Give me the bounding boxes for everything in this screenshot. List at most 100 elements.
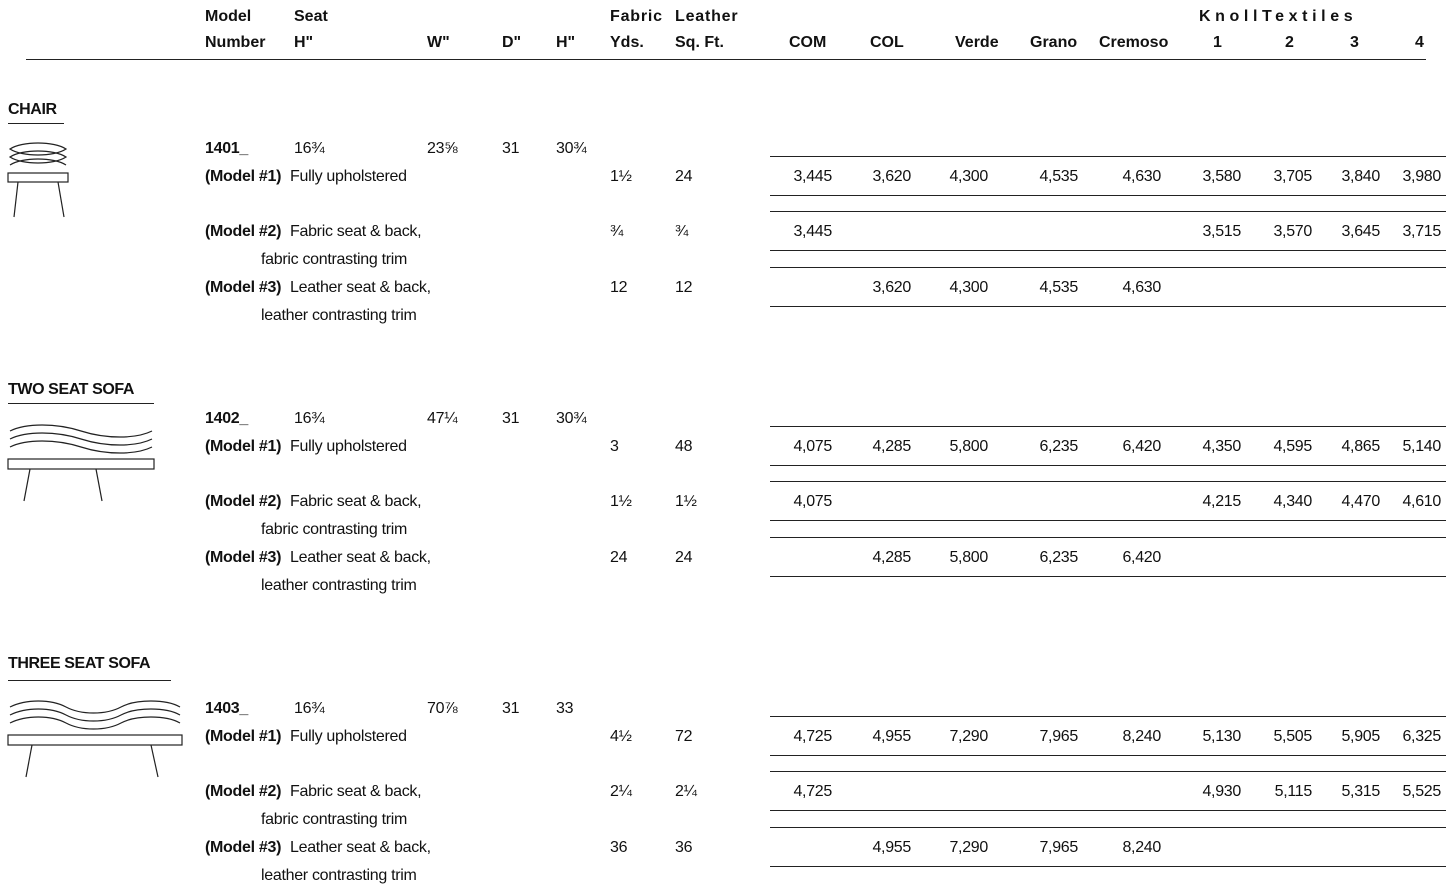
header-leather-l2: Sq. Ft. <box>675 34 724 52</box>
fabric-yards: 36 <box>610 839 627 857</box>
price-cell: 4,285 <box>872 549 911 567</box>
dim-seat-height: 16¾ <box>294 140 324 158</box>
price-cell: 6,420 <box>1122 438 1161 456</box>
header-grade-2: 2 <box>1285 34 1294 52</box>
price-cell: 6,235 <box>1039 549 1078 567</box>
fabric-yards: ¾ <box>610 223 623 241</box>
leather-sqft: 12 <box>675 279 692 297</box>
price-cell: 7,290 <box>949 728 988 746</box>
price-cell: 3,715 <box>1402 223 1441 241</box>
price-cell: 4,930 <box>1202 783 1241 801</box>
model-variant-desc: Leather seat & back, <box>290 839 431 857</box>
dim-depth: 31 <box>502 700 519 718</box>
price-cell: 4,595 <box>1273 438 1312 456</box>
model-variant-desc: Fabric seat & back, <box>290 783 421 801</box>
leather-sqft: 1½ <box>675 493 697 511</box>
row-rule-bottom <box>770 465 1446 466</box>
dim-width: 47¼ <box>427 410 457 428</box>
section-underline-three-seat <box>8 680 171 681</box>
price-cell: 8,240 <box>1122 728 1161 746</box>
three-seat-sofa-icon <box>6 697 184 781</box>
header-com: COM <box>789 34 826 52</box>
price-cell: 5,115 <box>1275 783 1312 801</box>
price-cell: 4,725 <box>793 783 832 801</box>
header-cremoso: Cremoso <box>1099 34 1168 52</box>
row-rule-bottom <box>770 520 1446 521</box>
model-variant-desc: Fully upholstered <box>290 728 407 746</box>
model-variant-desc-line2: fabric contrasting trim <box>261 251 407 269</box>
row-rule-top <box>770 716 1446 717</box>
price-cell: 5,315 <box>1341 783 1380 801</box>
model-variant-desc-line2: fabric contrasting trim <box>261 811 407 829</box>
model-variant-tag: (Model #3) <box>205 839 281 857</box>
price-cell: 4,470 <box>1341 493 1380 511</box>
price-cell: 5,525 <box>1402 783 1441 801</box>
dim-width: 70⅞ <box>427 700 457 718</box>
dim-depth: 31 <box>502 410 519 428</box>
price-cell: 3,445 <box>793 223 832 241</box>
leather-sqft: 24 <box>675 549 692 567</box>
price-cell: 7,965 <box>1039 728 1078 746</box>
fabric-yards: 4½ <box>610 728 632 746</box>
header-verde: Verde <box>955 34 999 52</box>
header-w: W" <box>427 34 450 52</box>
fabric-yards: 1½ <box>610 493 632 511</box>
two-seat-sofa-icon <box>6 423 156 503</box>
section-underline-two-seat <box>8 403 154 404</box>
model-variant-tag: (Model #1) <box>205 168 281 186</box>
header-seat-l1: Seat <box>294 8 328 26</box>
header-seat-l2: H" <box>294 34 313 52</box>
model-variant-desc-line2: leather contrasting trim <box>261 577 417 595</box>
model-variant-desc-line2: leather contrasting trim <box>261 307 417 325</box>
price-cell: 5,800 <box>949 549 988 567</box>
row-rule-top <box>770 211 1446 212</box>
model-variant-tag: (Model #1) <box>205 728 281 746</box>
price-cell: 3,515 <box>1202 223 1241 241</box>
leather-sqft: 2¼ <box>675 783 697 801</box>
price-cell: 4,285 <box>872 438 911 456</box>
price-cell: 3,980 <box>1402 168 1441 186</box>
price-cell: 3,645 <box>1341 223 1380 241</box>
leather-sqft: 36 <box>675 839 692 857</box>
leather-sqft: 48 <box>675 438 692 456</box>
header-fabric-l1: Fabric <box>610 8 663 26</box>
model-variant-desc: Fabric seat & back, <box>290 493 421 511</box>
header-knolltextiles: KnollTextiles <box>1199 8 1357 26</box>
dim-seat-height: 16¾ <box>294 700 324 718</box>
leather-sqft: ¾ <box>675 223 688 241</box>
header-h: H" <box>556 34 575 52</box>
section-underline-chair <box>8 123 64 124</box>
row-rule-bottom <box>770 755 1446 756</box>
price-cell: 3,705 <box>1273 168 1312 186</box>
price-cell: 5,130 <box>1202 728 1241 746</box>
dim-height: 30¾ <box>556 140 586 158</box>
model-variant-tag: (Model #2) <box>205 783 281 801</box>
section-title-two-seat-sofa: TWO SEAT SOFA <box>8 381 134 399</box>
model-variant-tag: (Model #1) <box>205 438 281 456</box>
model-number: 1402_ <box>205 410 248 428</box>
row-rule-bottom <box>770 250 1446 251</box>
header-grade-1: 1 <box>1213 34 1222 52</box>
header-leather-l1: Leather <box>675 8 738 26</box>
price-cell: 6,235 <box>1039 438 1078 456</box>
row-rule-bottom <box>770 306 1446 307</box>
price-cell: 4,215 <box>1202 493 1241 511</box>
leather-sqft: 72 <box>675 728 692 746</box>
price-cell: 3,620 <box>872 279 911 297</box>
chair-icon <box>6 141 70 221</box>
model-variant-desc: Fully upholstered <box>290 438 407 456</box>
price-cell: 5,800 <box>949 438 988 456</box>
price-cell: 4,340 <box>1273 493 1312 511</box>
price-cell: 7,965 <box>1039 839 1078 857</box>
price-cell: 4,610 <box>1402 493 1441 511</box>
price-cell: 6,325 <box>1402 728 1441 746</box>
header-fabric-l2: Yds. <box>610 34 644 52</box>
dim-seat-height: 16¾ <box>294 410 324 428</box>
row-rule-top <box>770 771 1446 772</box>
model-variant-tag: (Model #3) <box>205 279 281 297</box>
row-rule-top <box>770 156 1446 157</box>
model-variant-desc: Leather seat & back, <box>290 549 431 567</box>
header-grade-4: 4 <box>1415 34 1424 52</box>
fabric-yards: 2¼ <box>610 783 632 801</box>
section-title-chair: CHAIR <box>8 101 57 119</box>
